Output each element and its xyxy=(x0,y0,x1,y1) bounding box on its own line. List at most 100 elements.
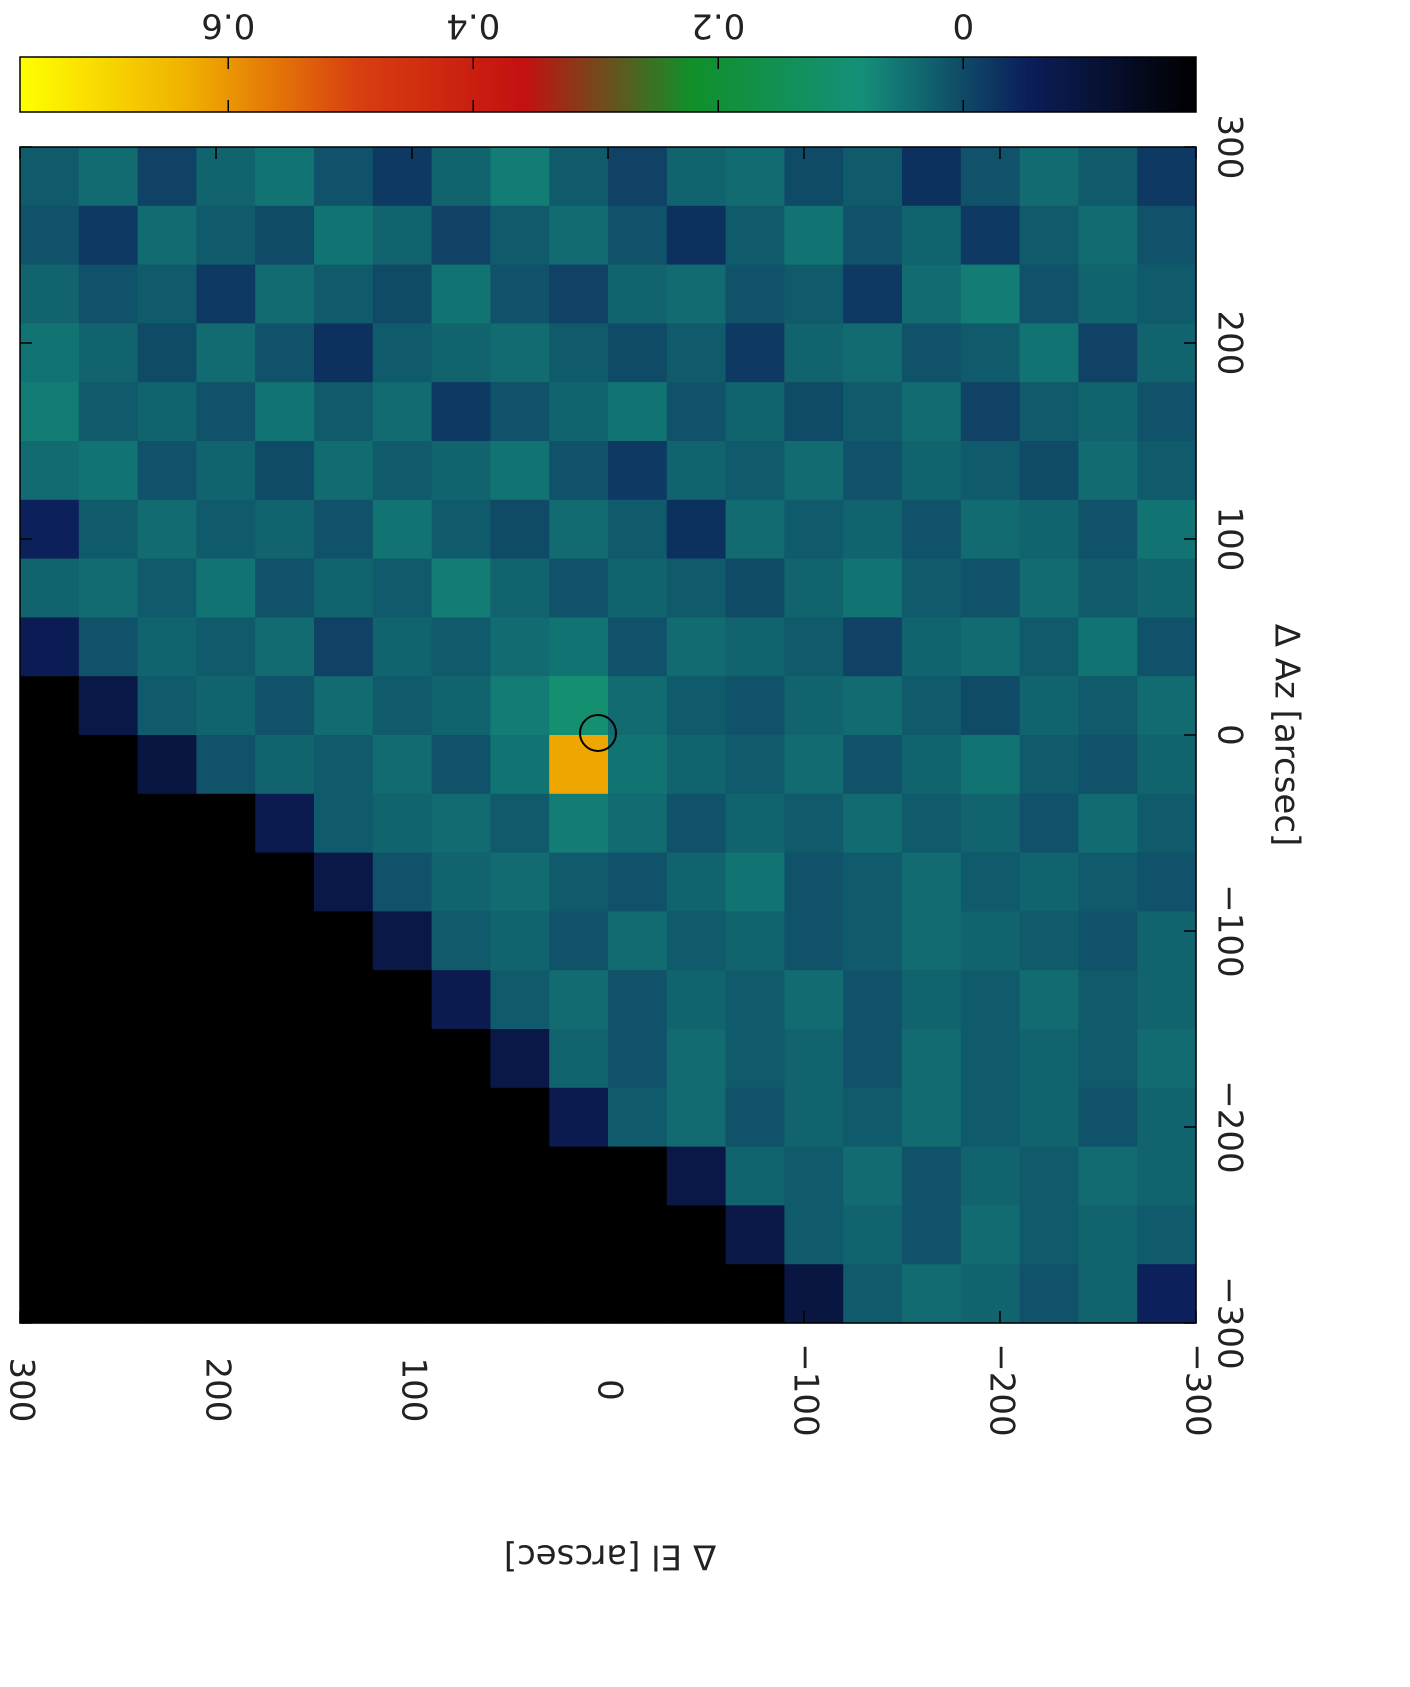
heatmap-cell xyxy=(490,1146,550,1206)
heatmap-cell xyxy=(314,441,374,501)
heatmap-cell xyxy=(608,382,668,442)
heatmap-cell xyxy=(1137,147,1197,207)
heatmap-cell xyxy=(843,205,903,266)
heatmap-cell xyxy=(784,1087,844,1148)
heatmap-cell xyxy=(1137,1205,1197,1265)
heatmap-cell xyxy=(255,382,315,442)
heatmap-cell xyxy=(431,735,491,795)
heatmap-cell xyxy=(431,1087,491,1148)
heatmap-cell xyxy=(137,852,197,912)
heatmap-cell xyxy=(20,852,80,912)
heatmap-cell xyxy=(255,264,315,324)
heatmap-cell xyxy=(255,1205,315,1265)
heatmap-cell xyxy=(431,382,491,442)
heatmap-cell xyxy=(431,617,491,677)
heatmap-cell xyxy=(1019,1087,1079,1148)
heatmap-cell xyxy=(608,793,668,854)
heatmap-cell xyxy=(431,793,491,854)
heatmap-cell xyxy=(314,1029,374,1089)
heatmap-cell xyxy=(78,793,139,854)
heatmap-cell xyxy=(137,382,197,442)
heatmap-cell xyxy=(902,970,962,1030)
heatmap-cell xyxy=(431,264,491,324)
heatmap-cell xyxy=(78,441,139,501)
heatmap-cell xyxy=(549,617,609,677)
heatmap-cell xyxy=(666,852,727,912)
heatmap-cell xyxy=(78,1087,139,1148)
heatmap-cell xyxy=(843,558,903,618)
heatmap-cell xyxy=(255,1264,315,1324)
heatmap-cell xyxy=(78,1264,139,1324)
heatmap-cell xyxy=(549,1205,609,1265)
heatmap-cell xyxy=(314,970,374,1030)
heatmap-cell xyxy=(902,558,962,618)
heatmap-cell xyxy=(137,205,197,266)
heatmap-cell xyxy=(137,499,197,560)
heatmap-cell xyxy=(843,323,903,383)
heatmap-cell xyxy=(431,499,491,560)
heatmap-cell xyxy=(1078,1205,1138,1265)
heatmap-cell xyxy=(1078,911,1138,971)
heatmap-cell xyxy=(196,1205,256,1265)
heatmap-cell xyxy=(490,1264,550,1324)
heatmap-cell xyxy=(725,205,785,266)
heatmap-cell xyxy=(1078,323,1138,383)
heatmap-cell xyxy=(843,911,903,971)
heatmap-cell xyxy=(431,852,491,912)
heatmap-cell xyxy=(137,323,197,383)
heatmap-cell xyxy=(431,1029,491,1089)
heatmap-cell xyxy=(1019,911,1079,971)
heatmap-cell xyxy=(490,911,550,971)
heatmap-cell xyxy=(608,970,668,1030)
heatmap-cell xyxy=(902,852,962,912)
heatmap-cell xyxy=(1019,617,1079,677)
heatmap-cell xyxy=(784,1205,844,1265)
heatmap-cell xyxy=(725,499,785,560)
heatmap-cell xyxy=(608,147,668,207)
heatmap-cell xyxy=(1137,1146,1197,1206)
heatmap-cell xyxy=(255,205,315,266)
heatmap-cell xyxy=(608,1146,668,1206)
heatmap-cell xyxy=(1137,205,1197,266)
y-tick-label: 100 xyxy=(1210,507,1250,572)
heatmap-cell xyxy=(725,441,785,501)
heatmap-cell xyxy=(372,1205,433,1265)
heatmap-cell xyxy=(490,323,550,383)
heatmap-cell xyxy=(78,382,139,442)
heatmap-cell xyxy=(1137,1087,1197,1148)
heatmap-cell xyxy=(608,676,668,736)
heatmap-cell xyxy=(1137,1029,1197,1089)
heatmap-cell xyxy=(1078,441,1138,501)
heatmap-cell xyxy=(608,1264,668,1324)
heatmap-cell xyxy=(78,323,139,383)
heatmap-cell xyxy=(784,499,844,560)
heatmap-cell xyxy=(784,1264,844,1324)
y-tick-label: 300 xyxy=(1210,115,1250,180)
heatmap-cell xyxy=(549,970,609,1030)
heatmap-cell xyxy=(1019,735,1079,795)
heatmap-cell xyxy=(1137,735,1197,795)
heatmap-cell xyxy=(137,264,197,324)
heatmap-cell xyxy=(960,1029,1021,1089)
heatmap-cell xyxy=(549,852,609,912)
heatmap-cell xyxy=(666,264,727,324)
heatmap-cell xyxy=(78,617,139,677)
heatmap-cell xyxy=(20,970,80,1030)
heatmap-cell xyxy=(549,382,609,442)
heatmap-cell xyxy=(784,264,844,324)
x-tick-label: 100 xyxy=(394,1358,434,1423)
heatmap-cell xyxy=(843,970,903,1030)
heatmap-cell xyxy=(608,323,668,383)
heatmap-cell xyxy=(431,147,491,207)
heatmap-cell xyxy=(608,1205,668,1265)
heatmap-cell xyxy=(372,1029,433,1089)
heatmap-cell xyxy=(666,205,727,266)
heatmap-cell xyxy=(960,676,1021,736)
heatmap-cell xyxy=(608,852,668,912)
heatmap-cell xyxy=(549,911,609,971)
heatmap-cell xyxy=(20,676,80,736)
x-axis-title: Δ El [arcsec] xyxy=(504,1537,716,1577)
heatmap-cell xyxy=(784,970,844,1030)
heatmap-cell xyxy=(1137,617,1197,677)
heatmap-cell xyxy=(725,1029,785,1089)
